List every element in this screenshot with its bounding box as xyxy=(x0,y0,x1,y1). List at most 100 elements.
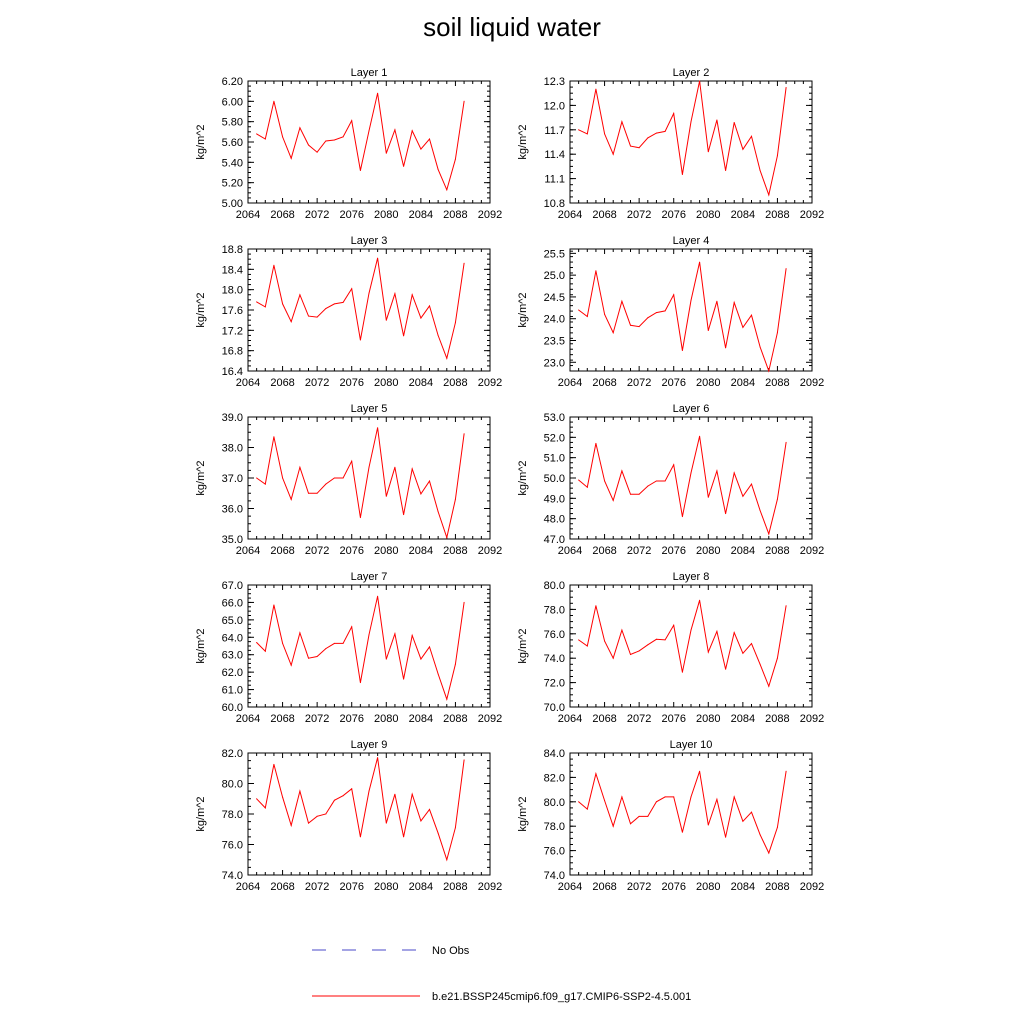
layer5-data-point xyxy=(377,427,379,429)
layer6-data-point xyxy=(681,516,683,518)
layer6-panel-title: Layer 6 xyxy=(673,403,710,415)
layer4-data-point xyxy=(785,268,787,270)
layer4-data-point xyxy=(647,317,649,319)
layer6-y-tick-label: 51.0 xyxy=(544,453,565,465)
layer1-y-tick-label: 5.20 xyxy=(222,178,243,190)
layer7-data-point xyxy=(273,604,275,606)
layer9-series-line xyxy=(256,757,465,862)
layer4-data-point xyxy=(742,326,744,328)
layer6-data-point xyxy=(612,499,614,501)
layer7-data-point xyxy=(403,678,405,680)
layer2-data-point xyxy=(655,132,657,134)
layer5-data-point xyxy=(420,493,422,495)
layer7-y-tick-label: 65.0 xyxy=(222,615,243,627)
layer3-y-tick-label: 18.4 xyxy=(222,264,243,276)
layer3-y-tick-label: 17.2 xyxy=(222,325,243,337)
layer4-data-point xyxy=(768,370,770,372)
layer4-data-point xyxy=(664,310,666,312)
layer1-x-tick-label: 2068 xyxy=(270,209,294,221)
layer6-y-tick-label: 53.0 xyxy=(544,412,565,424)
layer7-data-point xyxy=(316,656,318,657)
layer5-y-tick-label: 38.0 xyxy=(222,443,243,455)
layer3-data-point xyxy=(368,292,370,294)
layer7-data-point xyxy=(368,634,370,636)
layer7-data-point xyxy=(290,664,292,666)
layer5-y-tick-label: 36.0 xyxy=(222,504,243,516)
layer5-x-tick-label: 2072 xyxy=(305,545,329,557)
layer4-data-point xyxy=(604,313,606,315)
layer5-data-point xyxy=(351,460,353,462)
layer9-data-point xyxy=(290,824,292,826)
layer9-x-tick-label: 2088 xyxy=(443,881,467,893)
layer1-y-axis-label: kg/m^2 xyxy=(195,124,207,159)
layer9-data-point xyxy=(420,820,422,822)
layer4-data-point xyxy=(630,324,631,326)
layer7-y-tick-label: 63.0 xyxy=(222,650,243,662)
layer1-x-tick-label: 2088 xyxy=(443,209,467,221)
layer1-data-point xyxy=(308,144,309,146)
layer3-data-point xyxy=(264,306,266,308)
layer5-x-tick-label: 2088 xyxy=(443,545,467,557)
layer3-data-point xyxy=(316,316,318,318)
layer8-data-point xyxy=(768,685,770,687)
layer7-x-tick-label: 2088 xyxy=(443,713,467,725)
layer2-data-point xyxy=(595,88,597,90)
layer8-x-tick-label: 2068 xyxy=(592,713,616,725)
layer1-data-point xyxy=(282,136,284,138)
layer3-y-tick-label: 16.4 xyxy=(222,366,243,378)
layer7-data-point xyxy=(359,682,361,684)
layer8-data-point xyxy=(759,663,761,665)
layer2-series-line xyxy=(578,80,787,197)
layer2-y-tick-label: 11.1 xyxy=(544,174,565,186)
layer10-x-tick-label: 2064 xyxy=(558,881,582,893)
layer2-data-point xyxy=(690,121,692,123)
layer7-data-point xyxy=(308,657,309,659)
layer4-y-tick-label: 25.0 xyxy=(544,270,565,282)
layer1-data-point xyxy=(273,100,275,102)
layer10-data-point xyxy=(699,770,701,772)
layer5-y-tick-label: 39.0 xyxy=(222,412,243,424)
layer8-data-point xyxy=(586,645,588,647)
layer8-data-point xyxy=(725,668,727,670)
layer6-data-point xyxy=(716,470,718,472)
layer6-x-tick-label: 2080 xyxy=(696,545,720,557)
layer4-y-tick-label: 23.5 xyxy=(544,336,565,348)
layer7-data-point xyxy=(325,648,327,650)
layer3-data-point xyxy=(273,264,275,266)
layer5-x-tick-label: 2080 xyxy=(374,545,398,557)
layer1-y-tick-label: 5.40 xyxy=(222,157,243,169)
layer10-data-point xyxy=(647,815,649,817)
layer2-data-point xyxy=(751,135,752,137)
layer9-data-point xyxy=(256,798,258,800)
layer5-data-point xyxy=(385,495,387,497)
layer2-data-point xyxy=(604,133,606,135)
layer7-data-point xyxy=(256,642,258,643)
layer6-data-point xyxy=(595,442,597,444)
layer2-data-point xyxy=(612,153,614,155)
layer2-data-point xyxy=(785,87,787,88)
layer2-data-point xyxy=(725,170,727,171)
layer4-x-tick-label: 2068 xyxy=(592,377,616,389)
layer4-y-axis-label: kg/m^2 xyxy=(517,292,529,327)
layer5-data-point xyxy=(333,477,335,479)
layer2-y-tick-label: 12.0 xyxy=(544,100,565,112)
layer2-data-point xyxy=(768,194,770,196)
layer10-data-point xyxy=(707,824,709,826)
layer4-data-point xyxy=(776,332,778,334)
layer3-data-point xyxy=(256,301,258,303)
layer4-panel-title: Layer 4 xyxy=(673,235,710,247)
layer1-data-point xyxy=(351,120,353,122)
layer7-data-point xyxy=(429,646,430,648)
layer8-data-point xyxy=(690,629,692,631)
layer1-data-point xyxy=(359,170,361,171)
layer8-data-point xyxy=(716,630,718,632)
layer9-y-tick-label: 82.0 xyxy=(222,748,243,760)
layer5-panel-title: Layer 5 xyxy=(351,403,388,415)
layer9-y-tick-label: 76.0 xyxy=(222,840,243,852)
layer7-y-tick-label: 64.0 xyxy=(222,632,243,644)
layer1-data-point xyxy=(325,140,327,142)
layer7-x-tick-label: 2076 xyxy=(339,713,363,725)
layer1-panel-title: Layer 1 xyxy=(351,67,388,79)
layer4-series-line xyxy=(578,261,787,373)
layer6-x-tick-label: 2084 xyxy=(731,545,755,557)
